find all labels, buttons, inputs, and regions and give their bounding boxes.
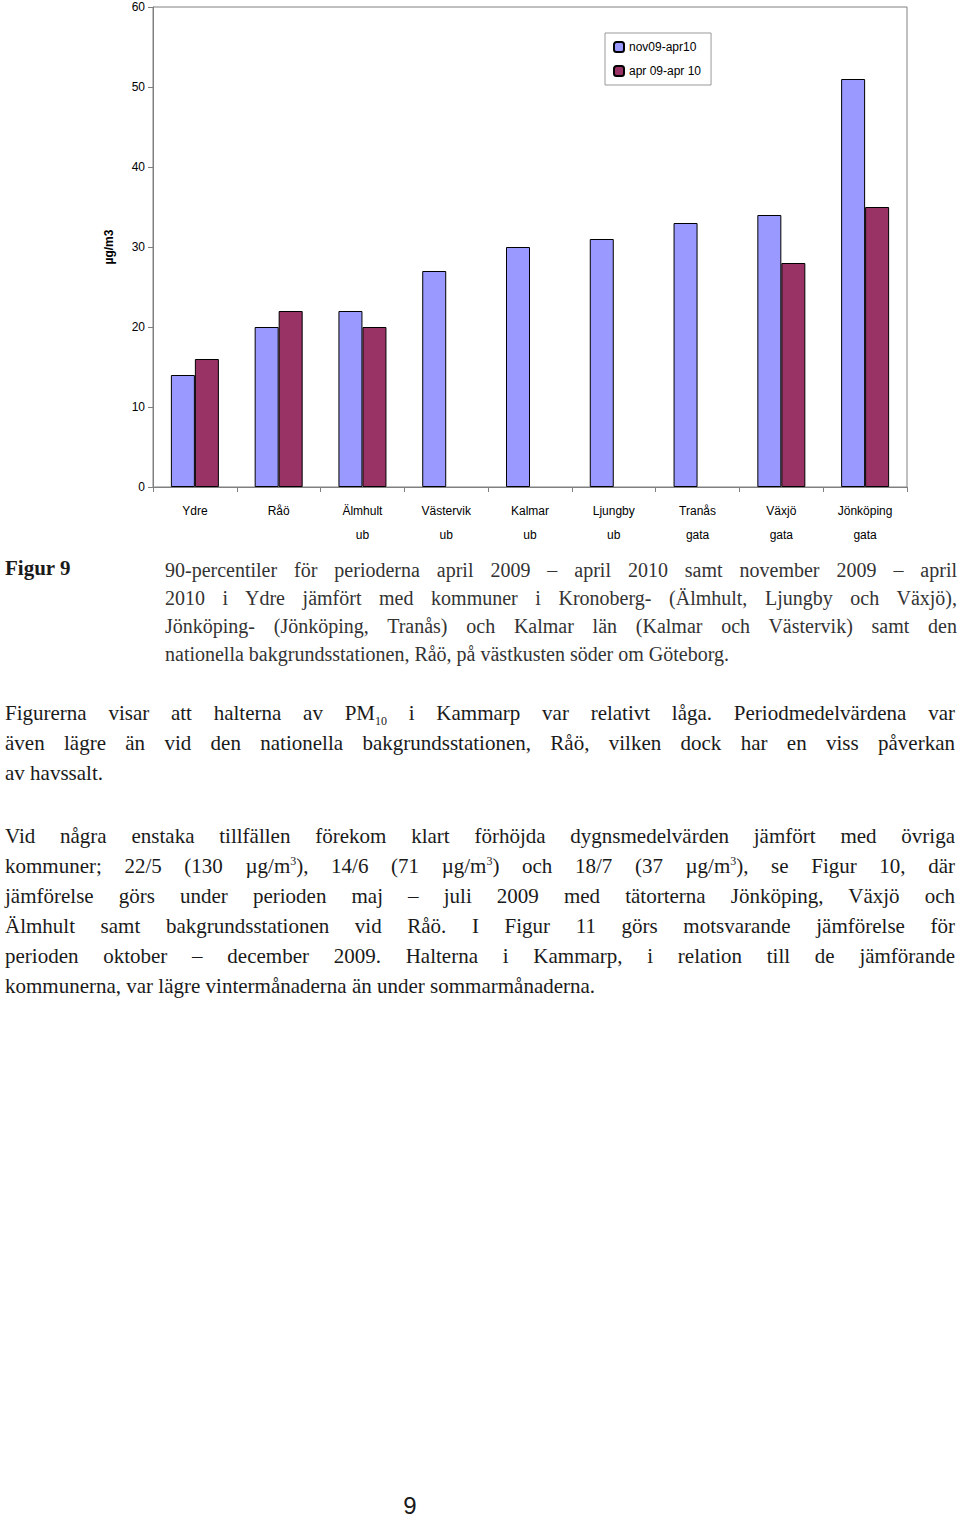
svg-text:10: 10: [132, 400, 146, 414]
svg-text:30: 30: [132, 240, 146, 254]
svg-text:60: 60: [132, 0, 146, 14]
html-text:Älmhult samt bakgrundsstatione: Älmhult samt bakgrundsstationen vid Råö.…: [5, 914, 955, 938]
svg-text:40: 40: [132, 160, 146, 174]
svg-text:50: 50: [132, 80, 146, 94]
html-text:Jönköping- (Jönköping, Tranås): Jönköping- (Jönköping, Tranås) och Kalma…: [165, 615, 957, 637]
svg-text:µg/m3: µg/m3: [102, 229, 116, 264]
svg-text:Älmhult: Älmhult: [342, 504, 383, 518]
svg-text:Växjö: Växjö: [766, 504, 796, 518]
svg-text:Västervik: Västervik: [422, 504, 472, 518]
svg-text:Ljungby: Ljungby: [593, 504, 635, 518]
svg-text:apr 09-apr 10: apr 09-apr 10: [629, 64, 701, 78]
html-text:nationella bakgrundsstationen,: nationella bakgrundsstationen, Råö, på v…: [165, 643, 729, 665]
svg-text:0: 0: [138, 480, 145, 494]
svg-text:ub: ub: [607, 528, 621, 542]
svg-text:ub: ub: [356, 528, 370, 542]
svg-text:nov09-apr10: nov09-apr10: [629, 40, 697, 54]
svg-text:Kalmar: Kalmar: [511, 504, 549, 518]
html-text:jämförelse görs under perioden: jämförelse görs under perioden maj – jul…: [5, 884, 955, 908]
html-text:kommunerna, var lägre vintermå: kommunerna, var lägre vintermånaderna än…: [5, 974, 596, 998]
html-text:2010 i Ydre jämfört med kommun: 2010 i Ydre jämfört med kommuner i Krono…: [165, 587, 957, 609]
html-text:av havssalt.: av havssalt.: [5, 761, 103, 785]
svg-text:gata: gata: [853, 528, 877, 542]
html-text:kommuner; 22/5 (130 µg/m3), 14: kommuner; 22/5 (130 µg/m3), 14/6 (71 µg/…: [5, 854, 955, 878]
svg-text:ub: ub: [440, 528, 454, 542]
svg-text:Tranås: Tranås: [679, 504, 716, 518]
html-text:Vid några enstaka tillfällen f: Vid några enstaka tillfällen förekom kla…: [5, 824, 955, 848]
svg-text:Ydre: Ydre: [182, 504, 208, 518]
html-text:perioden oktober – december 20: perioden oktober – december 2009. Halter…: [5, 944, 955, 968]
svg-text:ub: ub: [523, 528, 537, 542]
svg-text:Råö: Råö: [268, 504, 290, 518]
svg-text:Jönköping: Jönköping: [838, 504, 893, 518]
svg-text:20: 20: [132, 320, 146, 334]
html-text:Figur 9: Figur 9: [5, 556, 71, 580]
html-text:Figurerna visar att halterna a: Figurerna visar att halterna av PM10i Ka…: [5, 701, 955, 729]
html-text:även lägre än vid den nationel: även lägre än vid den nationella bakgrun…: [5, 731, 955, 755]
html-text:9: 9: [403, 1492, 417, 1519]
svg-text:gata: gata: [686, 528, 710, 542]
svg-text:gata: gata: [770, 528, 794, 542]
html-text:90-percentiler för perioderna: 90-percentiler för perioderna april 2009…: [165, 559, 957, 581]
